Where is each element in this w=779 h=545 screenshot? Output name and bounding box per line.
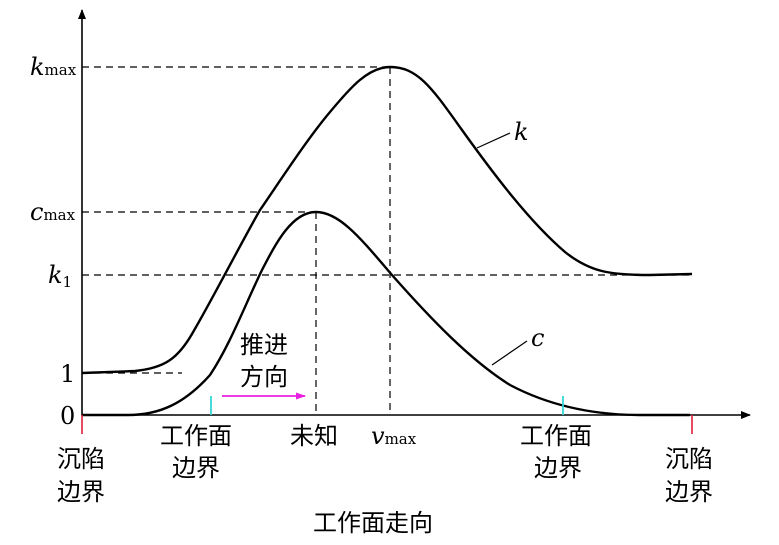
x-axis-title: 工作面走向 [313,509,433,537]
k-label-leader [476,132,511,149]
k-curve [81,65,693,375]
advance-direction-label-1: 推进 [240,331,288,359]
y-tick-kmax: kmax [30,53,77,81]
y-tick-k1: k1 [48,261,72,291]
k-curve-label: k [514,118,529,146]
right-subsidence-label-1: 沉陷 [665,445,713,473]
right-face-label-1: 工作面 [520,422,592,450]
unknown-label: 未知 [290,422,338,450]
y-tick-cmax: cmax [30,198,76,226]
vmax-label: vmax [371,422,417,450]
left-face-label-2: 边界 [172,454,220,482]
y-tick-zero: 0 [60,402,75,430]
left-subsidence-label-1: 沉陷 [57,445,105,473]
c-label-leader [491,340,528,366]
y-tick-one: 1 [60,360,75,388]
c-curve-label: c [531,324,544,352]
c-curve [82,210,690,417]
right-subsidence-label-2: 边界 [665,478,713,506]
left-subsidence-label-2: 边界 [57,478,105,506]
left-face-label-1: 工作面 [160,422,232,450]
advance-direction-label-2: 方向 [240,363,288,391]
right-face-label-2: 边界 [534,454,582,482]
